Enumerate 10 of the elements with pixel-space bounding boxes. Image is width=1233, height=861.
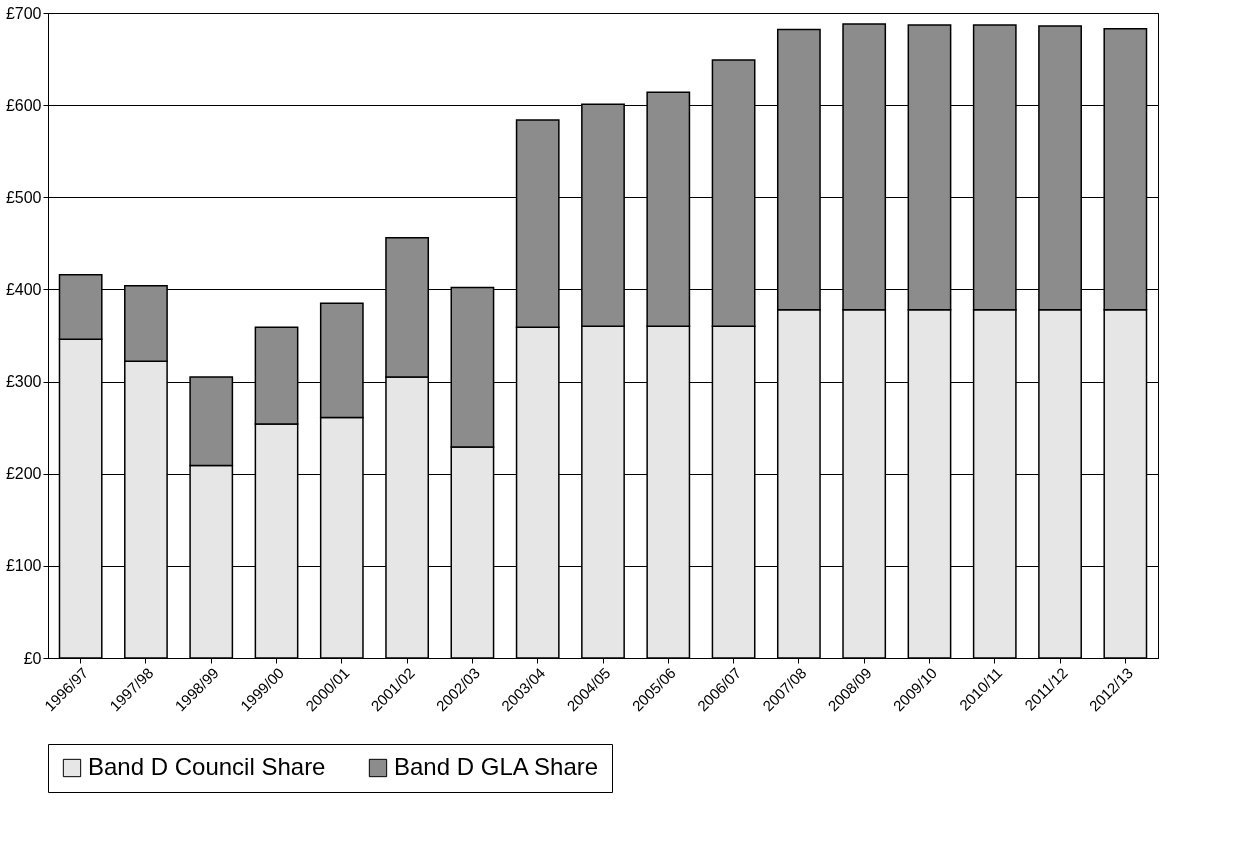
legend-label: Band D GLA Share bbox=[394, 753, 599, 780]
y-tick-label: £0 bbox=[23, 649, 42, 667]
y-tick-label: £400 bbox=[5, 280, 42, 298]
y-tick-label: £500 bbox=[5, 188, 42, 206]
y-tick-label: £100 bbox=[5, 557, 42, 575]
y-tick-label: £300 bbox=[5, 373, 42, 391]
legend-label: Band D Council Share bbox=[88, 753, 326, 780]
y-tick-label: £200 bbox=[5, 465, 42, 483]
y-tick-label: £600 bbox=[5, 96, 42, 114]
y-tick-label: £700 bbox=[5, 4, 42, 22]
